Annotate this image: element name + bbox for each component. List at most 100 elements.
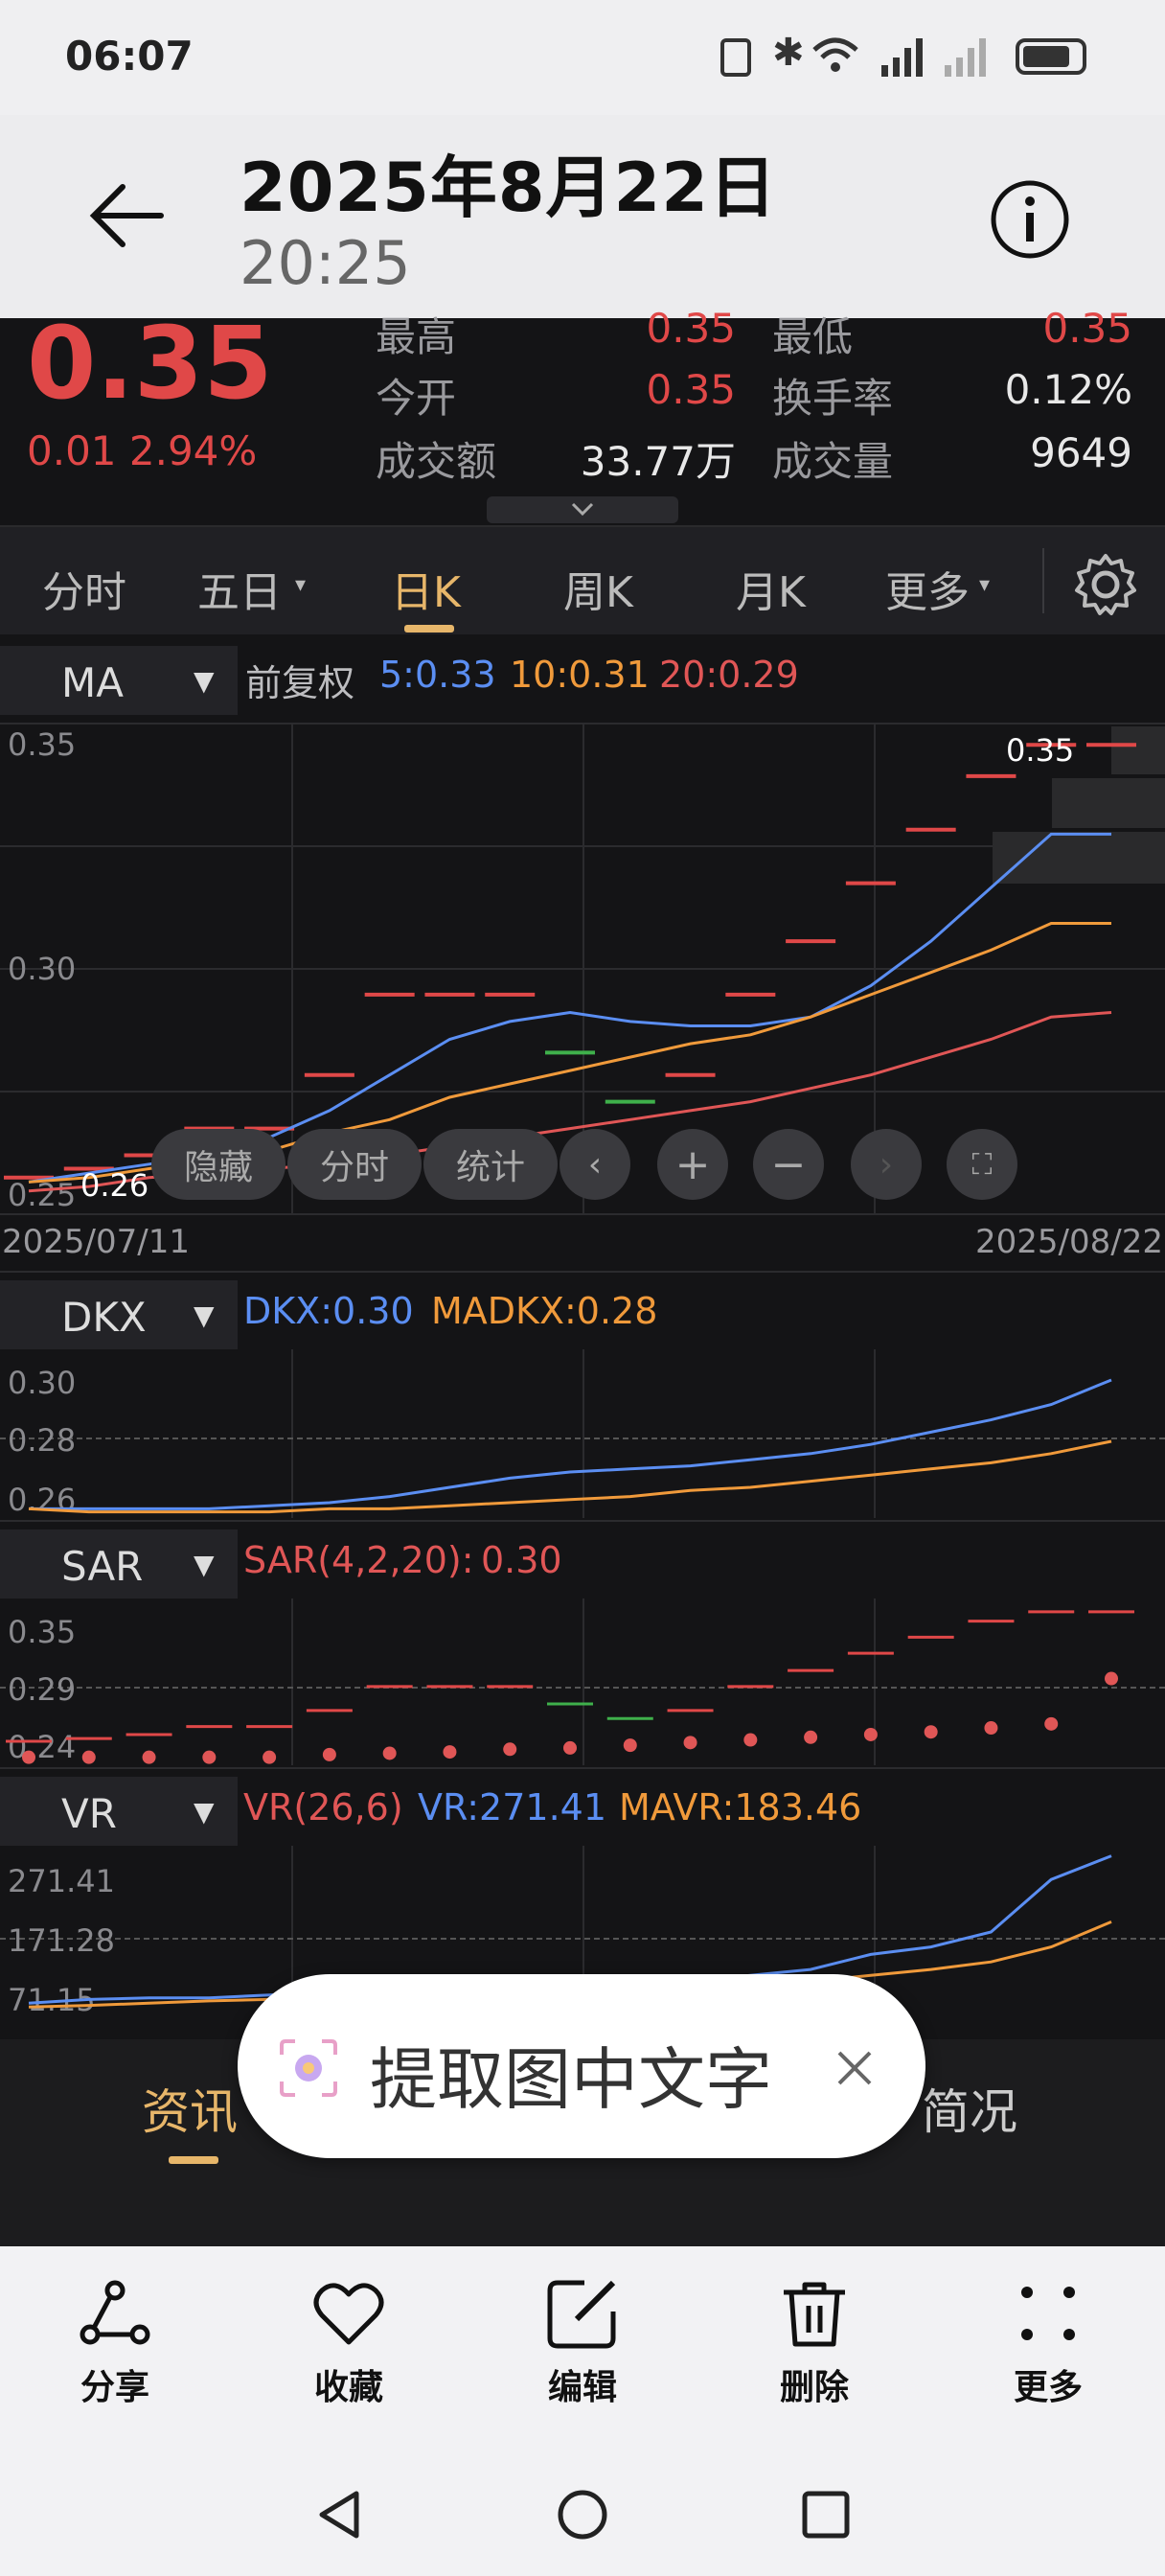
vr-indicator-selector[interactable]: VR ▼: [0, 1777, 238, 1846]
chevron-right-icon[interactable]: ›: [851, 1129, 922, 1200]
grid-line: [0, 1213, 1165, 1215]
stat-label: 换手率: [772, 375, 894, 422]
overlay-bar: [1111, 726, 1165, 774]
caret-down-icon: ▾: [979, 573, 991, 597]
grid-line: [0, 1767, 1165, 1769]
tab-more[interactable]: 更多: [885, 568, 970, 617]
wifi-icon: [812, 37, 858, 72]
grid-line: [0, 1271, 1165, 1273]
reference-line: [0, 1687, 1165, 1689]
edit-label: 编辑: [547, 2368, 617, 2407]
chevron-left-icon[interactable]: ‹: [560, 1129, 630, 1200]
sar-dot: [743, 1733, 758, 1747]
sar-indicator-selector[interactable]: SAR ▼: [0, 1530, 238, 1598]
grid-line: [874, 1846, 876, 2014]
image-viewer-header: 2025年8月22日 20:25: [0, 115, 1165, 318]
tab-five-day[interactable]: 五日: [197, 568, 282, 617]
sar-dot: [142, 1750, 156, 1764]
mavr-legend: MAVR:183.46: [619, 1786, 862, 1828]
reference-line: [0, 1438, 1165, 1439]
nav-recents-icon[interactable]: [799, 2488, 853, 2542]
more-button[interactable]: 更多: [981, 2275, 1115, 2409]
zoom-in-icon[interactable]: +: [657, 1129, 728, 1200]
tab-news[interactable]: 资讯: [142, 2084, 238, 2140]
extract-text-popup[interactable]: 提取图中文字: [238, 1974, 925, 2158]
fullscreen-icon[interactable]: ⛶: [947, 1129, 1017, 1200]
caret-down-icon: ▼: [194, 1796, 215, 1828]
share-button[interactable]: 分享: [48, 2275, 182, 2409]
grid-line: [291, 1846, 293, 2014]
indicator-name: SAR: [61, 1543, 144, 1590]
sar-dot: [382, 1746, 397, 1760]
sar-dot: [322, 1747, 336, 1761]
stat-label: 最低: [772, 313, 854, 360]
more-label: 更多: [1013, 2368, 1083, 2407]
sar-dot: [863, 1727, 878, 1741]
nav-home-icon[interactable]: [556, 2488, 609, 2542]
share-label: 分享: [80, 2368, 149, 2407]
favorite-button[interactable]: 收藏: [282, 2275, 416, 2409]
statistics-button[interactable]: 统计: [423, 1129, 558, 1200]
adjust-mode[interactable]: 前复权: [245, 662, 355, 704]
sar-dot: [22, 1750, 35, 1764]
stat-value: 0.12%: [1004, 366, 1132, 413]
text-recognition-icon: [280, 2039, 337, 2097]
intraday-button[interactable]: 分时: [287, 1129, 422, 1200]
capture-date: 2025年8月22日: [240, 149, 777, 227]
battery-icon: [1016, 38, 1086, 75]
back-arrow-icon[interactable]: [84, 172, 171, 259]
chevron-down-icon: [571, 502, 594, 517]
sar-dot: [1044, 1716, 1059, 1731]
edit-button[interactable]: 编辑: [515, 2275, 650, 2409]
grid-line: [291, 723, 293, 1213]
stat-value: 9649: [1030, 429, 1132, 476]
grid-line: [582, 723, 584, 1213]
active-tab-indicator: [169, 2156, 218, 2164]
info-icon[interactable]: [989, 178, 1071, 261]
date-start: 2025/07/11: [2, 1223, 190, 1261]
sar-dot: [503, 1742, 517, 1757]
sar-dot: [202, 1750, 217, 1764]
price-change: 0.01 2.94%: [27, 427, 258, 474]
grid-line: [874, 723, 876, 1213]
system-nav-bar: [0, 2451, 1165, 2576]
y-tick-label: 0.35: [8, 726, 77, 763]
active-tab-indicator: [404, 625, 454, 632]
stat-label: 成交量: [772, 438, 894, 485]
delete-button[interactable]: 删除: [747, 2275, 881, 2409]
stat-value: 33.77万: [580, 438, 736, 485]
sar-legend: SAR(4,2,20):: [243, 1539, 474, 1581]
zoom-out-icon[interactable]: −: [753, 1129, 824, 1200]
ma-indicator-selector[interactable]: MA ▼: [0, 646, 238, 715]
close-icon[interactable]: [834, 2047, 876, 2089]
hide-button[interactable]: 隐藏: [151, 1129, 286, 1200]
tab-daily-k[interactable]: 日K: [391, 568, 461, 617]
gear-icon[interactable]: [1073, 552, 1138, 617]
overlay-bar: [1052, 778, 1165, 828]
expand-quote-button[interactable]: [487, 496, 678, 523]
sar-dot: [623, 1738, 637, 1753]
ma10-legend: 10:0.31: [510, 654, 650, 696]
grid-line: [291, 1598, 293, 1765]
dkx-chart: [28, 1378, 1112, 1514]
caret-down-icon: ▼: [194, 1300, 215, 1331]
y-tick-label: 0.29: [8, 1671, 77, 1708]
indicator-name: VR: [61, 1790, 117, 1837]
extract-text-label: 提取图中文字: [370, 2040, 772, 2119]
signal-2-icon: [945, 38, 986, 77]
nav-back-icon[interactable]: [312, 2488, 366, 2542]
tab-monthly-k[interactable]: 月K: [736, 568, 806, 617]
vr-params: VR(26,6): [243, 1786, 403, 1828]
sar-dot: [263, 1750, 277, 1764]
tab-profile[interactable]: 简况: [922, 2084, 1017, 2140]
sar-value: 0.30: [481, 1539, 562, 1581]
dkx-indicator-selector[interactable]: DKX ▼: [0, 1280, 238, 1349]
image-action-toolbar: 分享 收藏 编辑 删除 更多: [0, 2246, 1165, 2451]
indicator-name: MA: [61, 659, 124, 706]
tab-intraday[interactable]: 分时: [42, 568, 126, 617]
sar-chart: [6, 1610, 1134, 1764]
y-tick-label: 271.41: [8, 1863, 115, 1899]
tab-weekly-k[interactable]: 周K: [563, 568, 633, 617]
divider: [1042, 548, 1044, 613]
y-tick-label: 0.35: [8, 1614, 77, 1650]
